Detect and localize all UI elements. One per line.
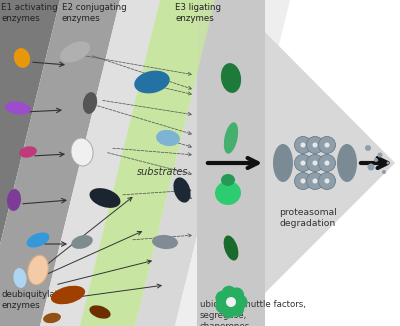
Ellipse shape — [71, 138, 93, 166]
Ellipse shape — [27, 232, 49, 247]
Ellipse shape — [14, 268, 26, 288]
Circle shape — [294, 137, 312, 154]
Ellipse shape — [221, 174, 235, 186]
Circle shape — [306, 137, 324, 154]
Circle shape — [222, 286, 236, 301]
Polygon shape — [175, 0, 290, 326]
Ellipse shape — [173, 177, 191, 202]
Ellipse shape — [224, 235, 238, 260]
Circle shape — [306, 155, 324, 171]
Circle shape — [222, 303, 236, 318]
Ellipse shape — [156, 130, 180, 146]
Ellipse shape — [152, 235, 178, 249]
Circle shape — [382, 170, 386, 174]
Polygon shape — [40, 0, 160, 326]
Circle shape — [386, 161, 390, 165]
Ellipse shape — [89, 305, 111, 319]
Ellipse shape — [5, 101, 31, 115]
Circle shape — [294, 172, 312, 189]
Circle shape — [318, 155, 336, 171]
Ellipse shape — [273, 144, 293, 182]
Circle shape — [300, 160, 306, 166]
Ellipse shape — [51, 286, 85, 304]
Ellipse shape — [71, 235, 93, 249]
Polygon shape — [265, 32, 395, 293]
Ellipse shape — [60, 41, 90, 63]
Circle shape — [215, 298, 230, 313]
Ellipse shape — [224, 122, 238, 154]
Text: proteasomal
degradation: proteasomal degradation — [279, 208, 337, 228]
Text: E1 activating
enzymes: E1 activating enzymes — [1, 3, 58, 23]
Bar — [197, 0, 265, 326]
Ellipse shape — [221, 63, 241, 93]
Polygon shape — [80, 0, 215, 326]
Ellipse shape — [134, 71, 170, 93]
Polygon shape — [0, 0, 60, 326]
Circle shape — [306, 172, 324, 189]
Circle shape — [229, 302, 244, 317]
Circle shape — [312, 142, 318, 147]
Text: E2 conjugating
enzymes: E2 conjugating enzymes — [62, 3, 127, 23]
Circle shape — [229, 288, 244, 303]
Circle shape — [318, 172, 336, 189]
Polygon shape — [135, 0, 255, 326]
Circle shape — [215, 290, 230, 305]
Polygon shape — [80, 0, 215, 326]
Circle shape — [300, 179, 306, 184]
Text: E3 ligating
enzymes: E3 ligating enzymes — [175, 3, 221, 23]
Text: ubiquitin shuttle factors,
segregase,
chaperones: ubiquitin shuttle factors, segregase, ch… — [200, 300, 306, 326]
Text: deubiquitylating
enzymes: deubiquitylating enzymes — [2, 290, 72, 310]
Circle shape — [365, 145, 371, 151]
Circle shape — [374, 158, 378, 162]
Circle shape — [378, 153, 382, 157]
Circle shape — [318, 137, 336, 154]
Ellipse shape — [90, 188, 120, 208]
Ellipse shape — [43, 313, 61, 323]
Circle shape — [232, 294, 248, 309]
Circle shape — [294, 155, 312, 171]
Ellipse shape — [19, 146, 37, 158]
Polygon shape — [0, 0, 120, 326]
Ellipse shape — [215, 181, 241, 205]
Ellipse shape — [14, 48, 30, 68]
Circle shape — [312, 160, 318, 166]
Circle shape — [226, 297, 236, 307]
Circle shape — [368, 164, 374, 170]
Ellipse shape — [337, 144, 357, 182]
Circle shape — [312, 179, 318, 184]
Ellipse shape — [83, 92, 97, 114]
Ellipse shape — [7, 189, 21, 211]
Circle shape — [300, 142, 306, 147]
Circle shape — [324, 160, 330, 166]
Ellipse shape — [28, 255, 48, 285]
Circle shape — [324, 142, 330, 147]
Circle shape — [324, 179, 330, 184]
Text: substrates: substrates — [137, 167, 188, 177]
